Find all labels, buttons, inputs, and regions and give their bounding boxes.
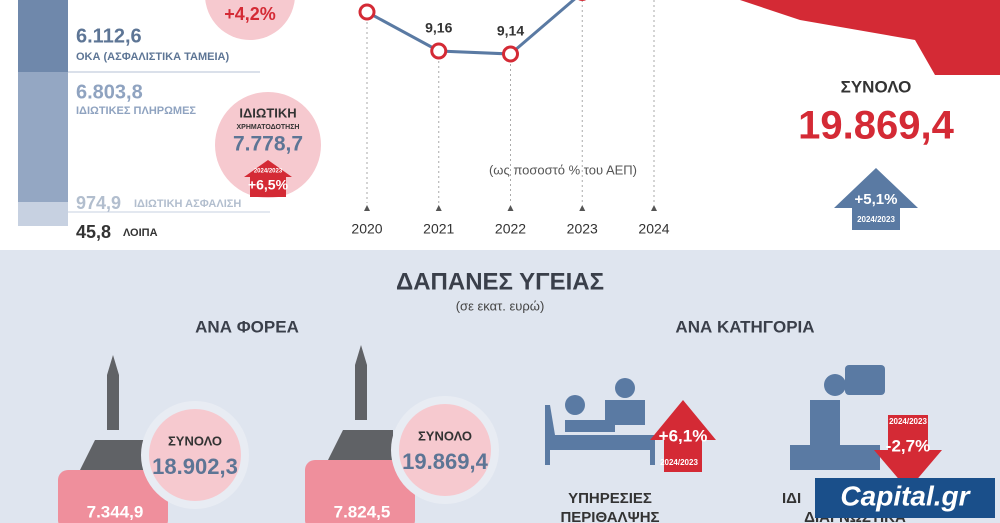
section-title: ΔΑΠΑΝΕΣ ΥΓΕΙΑΣ — [396, 268, 604, 295]
total-label: ΣΥΝΟΛΟ — [168, 433, 222, 448]
change: -2,7% — [886, 436, 930, 455]
value: 974,9 — [76, 193, 121, 213]
label: ΛΟΙΠΑ — [123, 227, 158, 239]
value: 6.803,8 — [76, 81, 143, 103]
bar-segment — [18, 0, 68, 72]
data-label: 9,16 — [425, 20, 452, 36]
label: ΙΔΙΩΤΙΚΕΣ ΠΛΗΡΩΜΕΣ — [76, 105, 196, 117]
value: 6.112,6 — [76, 25, 142, 47]
period: 2024/2023 — [889, 417, 927, 426]
label: ΙΔΙΩΤΙΚΗ ΑΣΦΑΛΙΣΗ — [134, 198, 241, 210]
badge-value: 7.778,7 — [233, 133, 303, 156]
tick-arrow — [579, 205, 586, 211]
bar-segment — [18, 202, 68, 226]
category-label: ΙΔΙ — [782, 490, 801, 507]
total-label: ΣΥΝΟΛΟ — [841, 77, 912, 96]
marker — [358, 3, 376, 21]
period: 2024/2023 — [857, 215, 895, 224]
change: +6,1% — [659, 426, 708, 445]
caption: (ως ποσοστό % του ΑΕΠ) — [489, 162, 637, 177]
tick-arrow — [364, 205, 370, 211]
change: +5,1% — [855, 191, 898, 208]
total-value: 19.869,4 — [798, 104, 954, 148]
icon — [545, 365, 885, 470]
arrow — [874, 415, 942, 490]
data-label: 9,14 — [497, 23, 524, 39]
badge — [149, 409, 241, 501]
x-tick-label: 2022 — [495, 221, 526, 237]
section-subtitle: (σε εκατ. ευρώ) — [456, 298, 545, 313]
marker — [430, 42, 448, 60]
badge — [205, 0, 295, 40]
heading: ΑΝΑ ΚΑΤΗΓΟΡΙΑ — [675, 317, 814, 336]
arrow — [834, 168, 918, 230]
x-tick-label: 2023 — [567, 221, 598, 237]
badge — [215, 92, 321, 198]
arrow — [650, 400, 716, 472]
tick-arrow — [435, 205, 442, 211]
top-bg — [0, 0, 1000, 250]
line — [366, 0, 576, 56]
category-label: ΥΠΗΡΕΣΙΕΣ — [568, 490, 652, 507]
period: 2024/2023 — [660, 458, 698, 467]
arrow — [244, 160, 292, 197]
heading: ΑΝΑ ΦΟΡΕΑ — [195, 317, 299, 336]
change: +4,2% — [224, 4, 276, 24]
category-label: ΠΕΡΙΘΑΛΨΗΣ — [560, 509, 659, 523]
badge — [399, 404, 491, 496]
period: 2024/2023 — [254, 169, 283, 175]
label: ΟΚΑ (ΑΣΦΑΛΙΣΤΙΚΑ ΤΑΜΕΙΑ) — [76, 51, 229, 63]
x-tick-label: 2021 — [423, 221, 454, 237]
x-tick-label: 2024 — [638, 221, 669, 237]
decor — [740, 0, 1000, 75]
x-tick-label: 2020 — [351, 221, 382, 237]
value: 45,8 — [76, 222, 111, 242]
tick-arrow — [507, 205, 514, 211]
total: 18.902,3 — [152, 454, 238, 479]
line-chart: 2020 2021 2022 2023 2024 9,16 9,14 — [351, 0, 670, 237]
badge-title: ΙΔΙΩΤΙΚΗ — [239, 105, 296, 120]
value: 7.344,9 — [87, 502, 144, 521]
tick-arrow — [651, 205, 657, 211]
change: +6,5% — [248, 177, 289, 193]
logo: Capital.gr — [840, 480, 971, 511]
badge-subtitle: ΧΡΗΜΑΤΟΔΟΤΗΣΗ — [237, 124, 300, 131]
logo-bg — [815, 478, 995, 518]
syringe — [58, 345, 415, 523]
total: 19.869,4 — [402, 449, 488, 474]
bar-segment — [18, 72, 68, 202]
marker — [502, 45, 519, 63]
value: 7.824,5 — [334, 502, 391, 521]
total-label: ΣΥΝΟΛΟ — [418, 428, 472, 443]
